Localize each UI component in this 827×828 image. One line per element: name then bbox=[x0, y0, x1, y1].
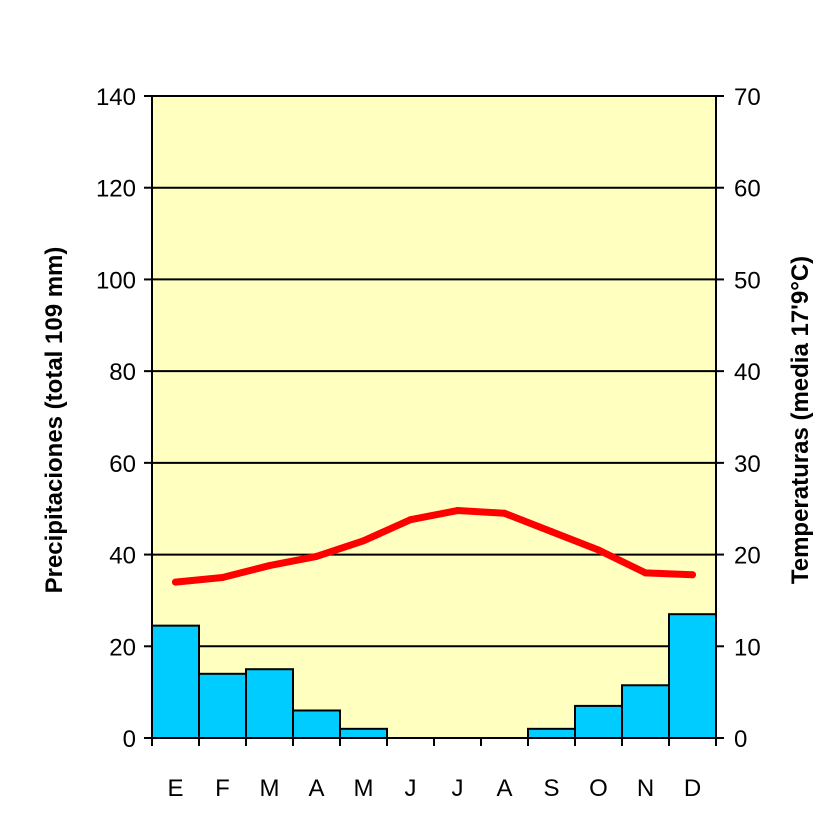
plot-area bbox=[152, 96, 716, 738]
month-label: O bbox=[589, 775, 608, 802]
axes bbox=[144, 95, 724, 746]
month-label: F bbox=[215, 775, 230, 802]
month-label: S bbox=[543, 775, 559, 802]
left-tick-label: 100 bbox=[96, 267, 136, 294]
right-tick-label: 10 bbox=[734, 634, 761, 661]
right-tick-label: 40 bbox=[734, 359, 761, 386]
right-tick-label: 60 bbox=[734, 176, 761, 203]
temperature-point bbox=[172, 578, 179, 586]
temperature-point bbox=[454, 507, 461, 515]
left-tick-label: 140 bbox=[96, 84, 136, 111]
temperature-point bbox=[360, 537, 367, 545]
month-label: J bbox=[452, 775, 464, 802]
left-tick-label: 0 bbox=[123, 726, 136, 753]
temperature-point bbox=[266, 562, 273, 570]
right-tick-label: 0 bbox=[734, 726, 747, 753]
precipitation-bar bbox=[339, 727, 388, 739]
temperature-point bbox=[219, 574, 226, 581]
temperature-point bbox=[501, 509, 508, 517]
right-tick-labels: 0 10 20 30 40 50 60 70 bbox=[734, 84, 761, 753]
temperature-point bbox=[407, 516, 414, 524]
temperature-point bbox=[595, 546, 602, 554]
month-label: J bbox=[405, 775, 417, 802]
precipitation-bar bbox=[245, 668, 294, 740]
month-label: A bbox=[308, 775, 324, 802]
right-tick-label: 70 bbox=[734, 84, 761, 111]
month-label: A bbox=[496, 775, 512, 802]
left-tick-labels: 0 20 40 60 80 100 120 140 bbox=[96, 84, 136, 753]
month-label: E bbox=[167, 775, 183, 802]
right-tick-label: 30 bbox=[734, 451, 761, 478]
month-label: M bbox=[354, 775, 374, 802]
left-tick-label: 80 bbox=[109, 359, 136, 386]
precipitation-bar bbox=[151, 624, 200, 740]
temperature-series-line bbox=[172, 507, 696, 586]
precipitation-bar bbox=[527, 727, 576, 739]
temperature-point bbox=[313, 552, 320, 560]
right-tick-label: 20 bbox=[734, 543, 761, 570]
precipitation-bar bbox=[668, 613, 717, 740]
month-label: M bbox=[260, 775, 280, 802]
right-tick-label: 50 bbox=[734, 267, 761, 294]
precipitation-bar bbox=[198, 672, 247, 739]
left-tick-label: 40 bbox=[109, 543, 136, 570]
left-tick-label: 120 bbox=[96, 176, 136, 203]
temperature-point bbox=[689, 571, 696, 579]
y2-axis-title: Temperaturas (media 17'9°C) bbox=[787, 256, 814, 584]
month-label: D bbox=[684, 775, 701, 802]
temperature-point bbox=[548, 528, 555, 536]
temperature-point bbox=[642, 569, 649, 577]
month-label: N bbox=[637, 775, 654, 802]
left-tick-label: 60 bbox=[109, 451, 136, 478]
precipitation-bar bbox=[574, 704, 623, 740]
precipitation-bar bbox=[292, 709, 341, 740]
gridlines bbox=[152, 95, 716, 648]
precipitation-bar bbox=[621, 684, 670, 739]
temperature-line bbox=[172, 507, 696, 586]
y-axis-title: Precipitaciones (total 109 mm) bbox=[41, 247, 68, 594]
left-tick-label: 20 bbox=[109, 634, 136, 661]
